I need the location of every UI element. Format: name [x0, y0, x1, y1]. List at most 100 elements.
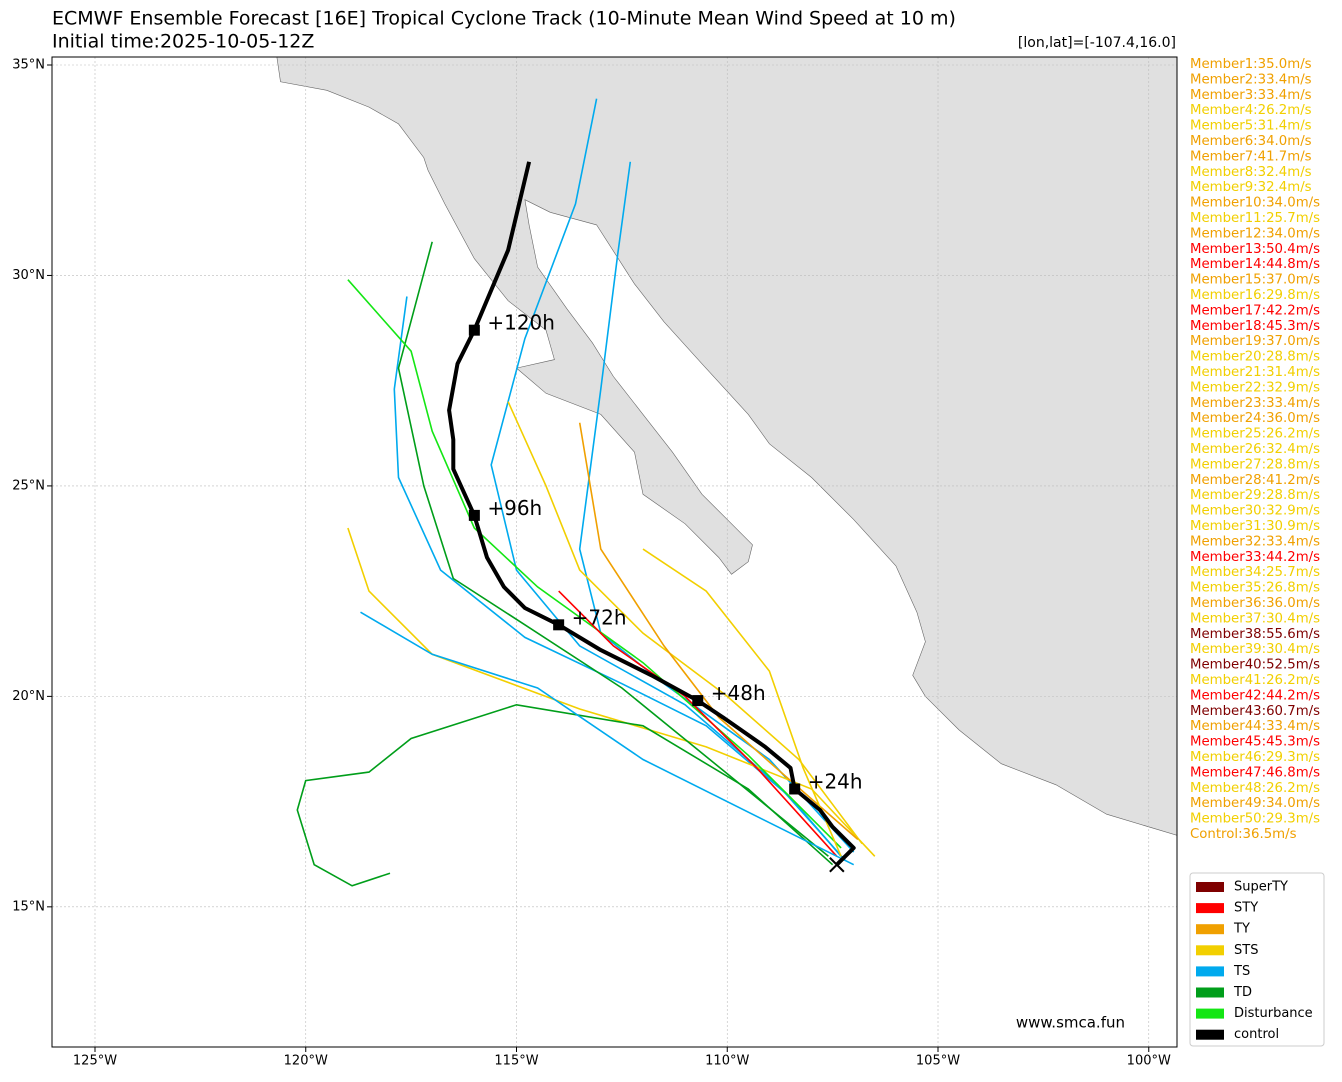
y-tick-label: 20°N: [12, 689, 45, 704]
legend-label: TD: [1233, 985, 1252, 1000]
member-label: Member10:34.0m/s: [1190, 196, 1320, 211]
member-label: Member44:33.4m/s: [1190, 719, 1320, 734]
member-track: [397, 241, 829, 857]
legend-label: STY: [1234, 901, 1258, 916]
member-label: Control:36.5m/s: [1190, 827, 1297, 842]
map-frame: [51, 56, 1178, 1048]
member-label: Member28:41.2m/s: [1190, 473, 1320, 488]
member-label: Member4:26.2m/s: [1190, 103, 1312, 118]
member-label: Member43:60.7m/s: [1190, 704, 1320, 719]
member-label: Member20:28.8m/s: [1190, 350, 1320, 365]
member-label: Member27:28.8m/s: [1190, 457, 1320, 472]
member-label: Member3:33.4m/s: [1190, 88, 1312, 103]
land: [276, 57, 1177, 836]
legend-swatch: [1196, 945, 1224, 956]
legend-label: TY: [1233, 922, 1250, 937]
member-label: Member45:45.3m/s: [1190, 735, 1320, 750]
time-marker: [468, 509, 480, 521]
legend-swatch: [1196, 903, 1224, 914]
member-label: Member7:41.7m/s: [1190, 149, 1312, 164]
member-label: Member2:33.4m/s: [1190, 72, 1312, 87]
member-label: Member15:37.0m/s: [1190, 273, 1320, 288]
chart-title: ECMWF Ensemble Forecast [16E] Tropical C…: [52, 8, 956, 30]
member-label: Member16:29.8m/s: [1190, 288, 1320, 303]
member-label: Member8:32.4m/s: [1190, 165, 1312, 180]
y-tick-label: 35°N: [12, 57, 45, 72]
legend-box: [1189, 872, 1325, 1047]
legend-swatch: [1196, 1008, 1224, 1019]
member-label: Member6:34.0m/s: [1190, 134, 1312, 149]
y-tick-label: 25°N: [12, 478, 45, 493]
member-label: Member32:33.4m/s: [1190, 534, 1320, 549]
member-label: Member30:32.9m/s: [1190, 504, 1320, 519]
member-label: Member23:33.4m/s: [1190, 396, 1320, 411]
time-marker: [553, 619, 565, 631]
member-label: Member11:25.7m/s: [1190, 211, 1320, 226]
member-label: Member33:44.2m/s: [1190, 550, 1320, 565]
member-label: Member50:29.3m/s: [1190, 812, 1320, 827]
legend-swatch: [1196, 882, 1224, 892]
member-label: Member49:34.0m/s: [1190, 796, 1320, 811]
legend-label: STS: [1234, 943, 1258, 958]
watermark: www.smca.fun: [1016, 1014, 1125, 1032]
member-track: [347, 279, 842, 849]
member-label: Member26:32.4m/s: [1190, 442, 1320, 457]
chart-subtitle: Initial time:2025-10-05-12Z: [52, 31, 314, 53]
member-label: Member34:25.7m/s: [1190, 565, 1320, 580]
member-label: Member38:55.6m/s: [1190, 627, 1320, 642]
time-marker: [692, 695, 704, 707]
member-label: Member39:30.4m/s: [1190, 642, 1320, 657]
member-label: Member47:46.8m/s: [1190, 765, 1320, 780]
legend-swatch: [1196, 966, 1224, 977]
member-label: Member42:44.2m/s: [1190, 688, 1320, 703]
legend-label: TS: [1233, 964, 1250, 979]
time-label: +72h: [572, 605, 627, 629]
time-marker: [789, 783, 801, 795]
x-tick-label: 120°W: [284, 1054, 328, 1069]
legend-swatch: [1196, 1029, 1224, 1040]
x-tick-label: 110°W: [705, 1054, 749, 1069]
member-track: [360, 611, 855, 866]
legend-swatch: [1196, 924, 1224, 935]
member-label: Member1:35.0m/s: [1190, 57, 1312, 72]
time-label: +48h: [711, 681, 766, 705]
member-label: Member17:42.2m/s: [1190, 303, 1320, 318]
member-label: Member5:31.4m/s: [1190, 119, 1312, 134]
member-track: [578, 422, 859, 841]
member-label: Member14:44.8m/s: [1190, 257, 1320, 272]
member-track: [558, 590, 838, 857]
legend-label: Disturbance: [1234, 1006, 1313, 1021]
member-label: Member37:30.4m/s: [1190, 611, 1320, 626]
member-track: [642, 548, 842, 857]
x-tick-label: 100°W: [1127, 1054, 1171, 1069]
member-label: Member19:37.0m/s: [1190, 334, 1320, 349]
member-label: Member18:45.3m/s: [1190, 319, 1320, 334]
time-label: +24h: [808, 769, 863, 793]
member-label: Member21:31.4m/s: [1190, 365, 1320, 380]
member-track: [296, 703, 834, 887]
member-label: Member22:32.9m/s: [1190, 380, 1320, 395]
member-track: [507, 401, 863, 845]
y-tick-label: 15°N: [12, 899, 45, 914]
member-label: Member46:29.3m/s: [1190, 750, 1320, 765]
x-tick-label: 125°W: [73, 1054, 117, 1069]
legend-swatch: [1196, 987, 1224, 998]
member-label: Member12:34.0m/s: [1190, 226, 1320, 241]
member-label: Member24:36.0m/s: [1190, 411, 1320, 426]
y-tick-label: 30°N: [12, 268, 45, 283]
position-label: [lon,lat]=[-107.4,16.0]: [1018, 35, 1176, 51]
member-label: Member41:26.2m/s: [1190, 673, 1320, 688]
member-label: Member9:32.4m/s: [1190, 180, 1312, 195]
member-label: Member40:52.5m/s: [1190, 658, 1320, 673]
member-label: Member25:26.2m/s: [1190, 427, 1320, 442]
member-label: Member13:50.4m/s: [1190, 242, 1320, 257]
map: +24h +48h +72h +96h +120h: [52, 57, 1177, 1047]
legend-label: SuperTY: [1234, 880, 1288, 895]
member-label: Member31:30.9m/s: [1190, 519, 1320, 534]
time-marker: [468, 324, 480, 336]
legend-label: control: [1234, 1027, 1279, 1042]
time-label: +120h: [487, 311, 555, 335]
member-label: Member36:36.0m/s: [1190, 596, 1320, 611]
start-marker: [829, 857, 845, 873]
